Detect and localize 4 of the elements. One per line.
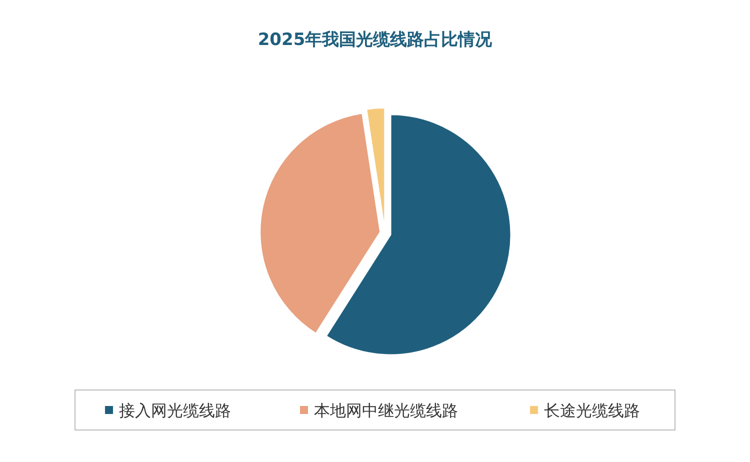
chart-title: 2025年我国光缆线路占比情况 — [258, 30, 494, 50]
legend-label: 接入网光缆线路 — [119, 401, 231, 420]
legend-label: 长途光缆线路 — [544, 401, 640, 420]
legend-label: 本地网中继光缆线路 — [314, 401, 458, 420]
